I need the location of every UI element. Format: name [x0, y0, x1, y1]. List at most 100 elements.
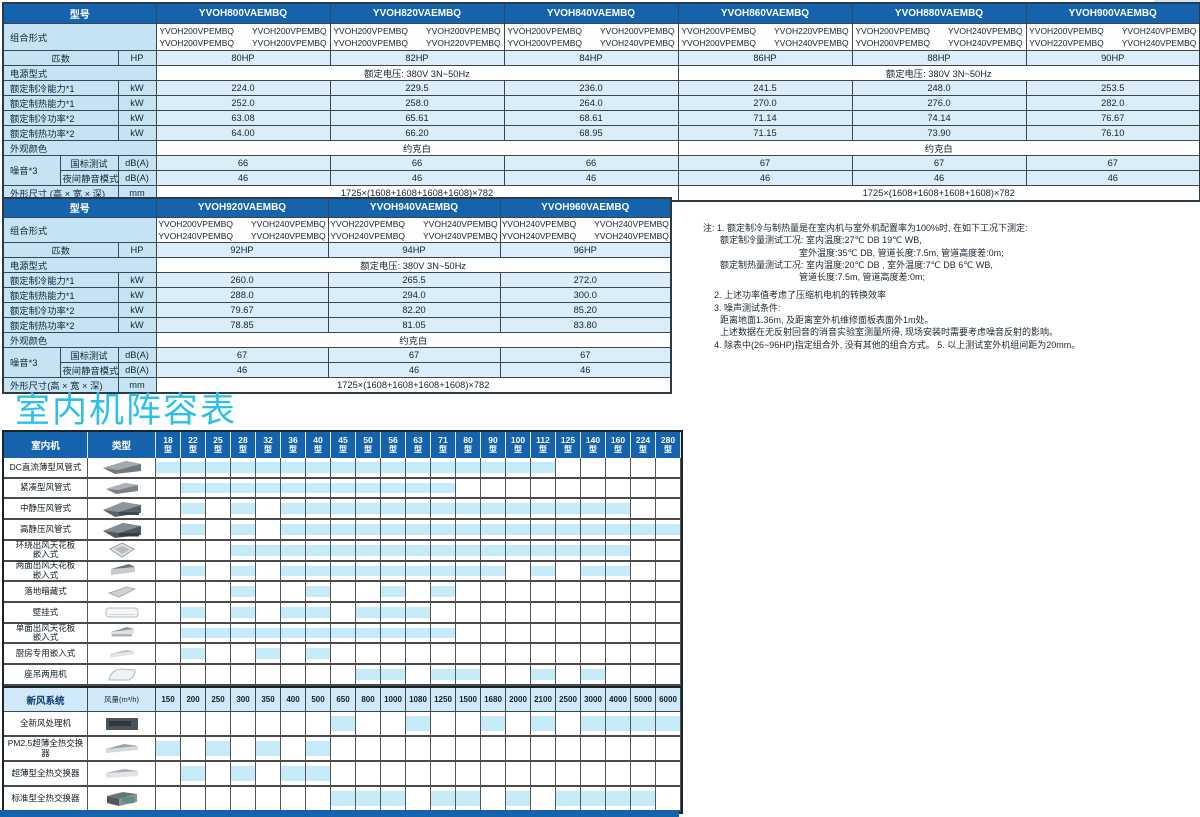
size-suffix: 型	[489, 445, 497, 454]
combination-model: YVOH200VPEMBQ	[333, 25, 408, 36]
volume-available-fill	[431, 791, 455, 806]
fresh-cell	[481, 762, 506, 787]
unit-label: kW	[117, 301, 157, 318]
matrix-cell	[381, 582, 406, 604]
capacity-available-fill	[356, 544, 380, 556]
capacity-available-fill	[431, 482, 455, 494]
matrix-cell	[481, 623, 506, 645]
capacity-available-fill	[331, 565, 355, 577]
matrix-cell	[231, 540, 256, 562]
matrix-cell	[656, 478, 681, 500]
row-label: 外形尺寸(高 × 宽 × 深)	[2, 376, 119, 393]
matrix-cell	[156, 520, 181, 541]
matrix-cell	[631, 603, 656, 624]
matrix-cell	[431, 623, 456, 645]
capacity-available-fill	[481, 524, 505, 535]
matrix-cell	[456, 603, 481, 624]
fresh-cell	[181, 787, 206, 812]
hp-value: 92HP	[155, 241, 329, 258]
fresh-cell	[631, 712, 656, 737]
fresh-air-system-matrix: 新风系统 风量(m³/h) 150 200 250 300 350 400 500 650 800 1…	[2, 686, 683, 814]
fresh-cell	[581, 737, 606, 762]
combination-model: YVOH200VPEMBQ	[252, 37, 327, 48]
noise-value: 67	[677, 154, 853, 171]
capacity-available-fill	[606, 524, 630, 535]
matrix-cell	[581, 499, 606, 521]
power-value: 额定电压: 380V 3N~50Hz	[155, 256, 672, 273]
capacity-available-fill	[431, 586, 455, 598]
matrix-cell	[531, 540, 556, 562]
row-label: 组合形式	[2, 22, 157, 51]
fresh-header-volume: 350	[256, 688, 281, 712]
spec-value: 85.20	[499, 301, 672, 318]
capacity-available-fill	[306, 627, 330, 639]
combination-model: YVOH200VPEMBQ	[159, 37, 234, 48]
matrix-cell	[581, 582, 606, 604]
matrix-cell	[531, 458, 556, 479]
capacity-available-fill	[231, 524, 255, 535]
matrix-cell	[381, 478, 406, 500]
fresh-cell	[606, 762, 631, 787]
note-line: 上述数据在无反射回音的消音实验室测量所得, 现场安装时需要考虑噪音反射的影响。	[720, 327, 1059, 338]
unit-label: dB(A)	[117, 361, 157, 378]
hp-value: 82HP	[329, 49, 505, 66]
fresh-cell	[456, 787, 481, 812]
capacity-available-fill	[531, 503, 555, 515]
fresh-cell	[556, 787, 581, 812]
size-number: 71	[438, 435, 448, 445]
matrix-cell	[156, 623, 181, 645]
matrix-cell	[181, 458, 206, 479]
matrix-cell	[381, 561, 406, 583]
fresh-cell	[606, 737, 631, 762]
matrix-cell	[331, 623, 356, 645]
matrix-cell	[356, 458, 381, 479]
matrix-cell	[531, 582, 556, 604]
matrix-cell	[206, 644, 231, 666]
row-label: 噪音*3	[2, 346, 61, 378]
matrix-cell	[556, 644, 581, 666]
fresh-header-volume: 300	[231, 688, 256, 712]
matrix-cell	[231, 603, 256, 624]
matrix-cell	[306, 644, 331, 666]
unit-label: mm	[117, 184, 157, 201]
volume-available-fill	[206, 741, 230, 756]
capacity-available-fill	[381, 627, 405, 639]
matrix-cell	[306, 665, 331, 686]
spec-value: 288.0	[155, 286, 329, 303]
row-label: 额定制热能力*1	[2, 286, 119, 303]
matrix-cell	[581, 458, 606, 479]
capacity-available-fill	[456, 669, 480, 680]
spec-value: 65.61	[329, 109, 505, 126]
fresh-cell	[181, 737, 206, 762]
matrix-cell	[631, 561, 656, 583]
fresh-cell	[256, 712, 281, 737]
matrix-cell	[406, 520, 431, 541]
capacity-available-fill	[281, 524, 305, 535]
fresh-header-volume: 2500	[556, 688, 581, 712]
fresh-header-volume: 2000	[506, 688, 531, 712]
matrix-row-label: DC直流薄型风管式	[4, 458, 88, 479]
matrix-cell	[431, 520, 456, 541]
capacity-available-fill	[306, 462, 330, 473]
combination-model: YVOH200VPEMBQ	[681, 37, 756, 48]
fresh-cell	[156, 712, 181, 737]
spec-value: 282.0	[1025, 94, 1200, 111]
capacity-available-fill	[281, 503, 305, 515]
unit-label: kW	[117, 316, 157, 333]
combination-model: YVOH240VPEMBQ	[594, 230, 669, 241]
combination-model: YVOH240VPEMBQ	[600, 37, 675, 48]
noise-sub-label: 夜间静音模式	[59, 169, 119, 186]
unit-label: dB(A)	[117, 154, 157, 171]
noise-value: 46	[155, 169, 331, 186]
matrix-cell	[256, 520, 281, 541]
fresh-cell	[181, 712, 206, 737]
matrix-cell	[331, 561, 356, 583]
matrix-header-size: 80 型	[456, 432, 481, 458]
matrix-cell	[331, 458, 356, 479]
capacity-available-fill	[356, 565, 380, 577]
matrix-cell	[456, 582, 481, 604]
matrix-cell	[331, 665, 356, 686]
fresh-cell	[406, 762, 431, 787]
unit-label: kW	[117, 124, 157, 141]
capacity-available-fill	[431, 462, 455, 473]
